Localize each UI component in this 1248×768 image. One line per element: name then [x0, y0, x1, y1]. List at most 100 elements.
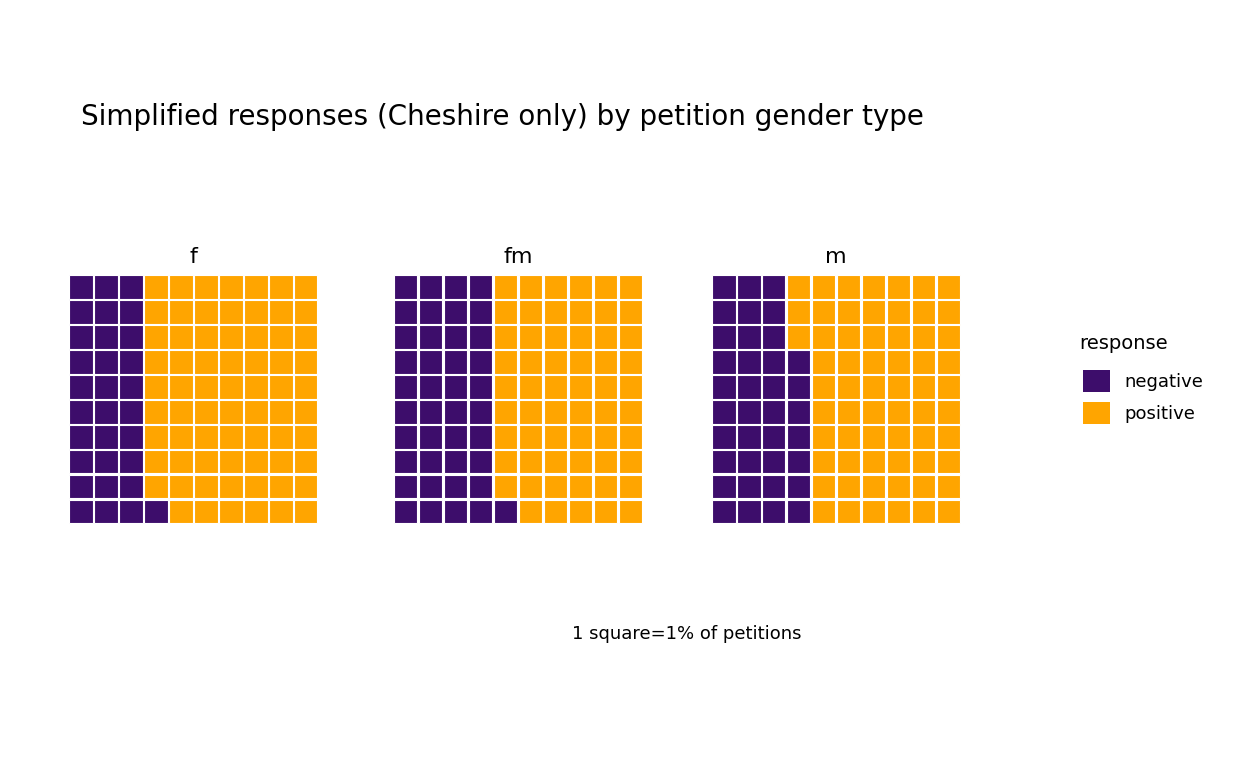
- Bar: [195, 350, 217, 374]
- Bar: [787, 300, 810, 324]
- Bar: [594, 300, 617, 324]
- Bar: [912, 400, 935, 424]
- Bar: [569, 425, 592, 449]
- Bar: [295, 450, 317, 474]
- Bar: [270, 500, 292, 524]
- Bar: [494, 375, 517, 399]
- Bar: [394, 300, 417, 324]
- Bar: [763, 300, 785, 324]
- Bar: [937, 325, 960, 349]
- Bar: [937, 425, 960, 449]
- Bar: [837, 375, 860, 399]
- Bar: [394, 350, 417, 374]
- Bar: [763, 275, 785, 299]
- Bar: [120, 325, 142, 349]
- Bar: [519, 400, 542, 424]
- Bar: [220, 500, 242, 524]
- Bar: [145, 325, 167, 349]
- Bar: [245, 450, 267, 474]
- Bar: [220, 350, 242, 374]
- Bar: [70, 500, 92, 524]
- Bar: [120, 300, 142, 324]
- Bar: [738, 400, 760, 424]
- Bar: [594, 500, 617, 524]
- Title: f: f: [190, 247, 197, 267]
- Bar: [787, 425, 810, 449]
- Bar: [569, 275, 592, 299]
- Bar: [295, 475, 317, 498]
- Bar: [594, 425, 617, 449]
- Bar: [787, 350, 810, 374]
- Bar: [544, 400, 567, 424]
- Text: response: response: [1080, 334, 1168, 353]
- Bar: [738, 475, 760, 498]
- Bar: [270, 300, 292, 324]
- Bar: [245, 425, 267, 449]
- Bar: [594, 375, 617, 399]
- Bar: [912, 375, 935, 399]
- Bar: [787, 325, 810, 349]
- Bar: [170, 450, 192, 474]
- Bar: [220, 375, 242, 399]
- Bar: [394, 375, 417, 399]
- Bar: [837, 425, 860, 449]
- Bar: [887, 450, 910, 474]
- Bar: [145, 500, 167, 524]
- Bar: [270, 275, 292, 299]
- Bar: [812, 300, 835, 324]
- Bar: [170, 275, 192, 299]
- Bar: [763, 475, 785, 498]
- Bar: [145, 400, 167, 424]
- Bar: [419, 475, 442, 498]
- Bar: [544, 350, 567, 374]
- Bar: [619, 475, 641, 498]
- Bar: [120, 350, 142, 374]
- Bar: [912, 275, 935, 299]
- Bar: [912, 325, 935, 349]
- Bar: [145, 475, 167, 498]
- Bar: [145, 350, 167, 374]
- Bar: [837, 500, 860, 524]
- Bar: [812, 400, 835, 424]
- Bar: [70, 475, 92, 498]
- Bar: [519, 425, 542, 449]
- Bar: [519, 275, 542, 299]
- Bar: [887, 375, 910, 399]
- Bar: [245, 275, 267, 299]
- Bar: [245, 350, 267, 374]
- Bar: [120, 275, 142, 299]
- Bar: [763, 450, 785, 474]
- Bar: [70, 300, 92, 324]
- Bar: [70, 425, 92, 449]
- Bar: [444, 300, 467, 324]
- Bar: [837, 450, 860, 474]
- Bar: [145, 375, 167, 399]
- Bar: [519, 450, 542, 474]
- Bar: [245, 400, 267, 424]
- Bar: [912, 300, 935, 324]
- Bar: [738, 350, 760, 374]
- Bar: [170, 375, 192, 399]
- Bar: [837, 300, 860, 324]
- Bar: [95, 500, 117, 524]
- Bar: [469, 450, 492, 474]
- Bar: [469, 275, 492, 299]
- Bar: [145, 275, 167, 299]
- Bar: [937, 475, 960, 498]
- Bar: [220, 450, 242, 474]
- Bar: [862, 275, 885, 299]
- Bar: [419, 500, 442, 524]
- Bar: [887, 475, 910, 498]
- Bar: [270, 425, 292, 449]
- Bar: [70, 400, 92, 424]
- Bar: [295, 425, 317, 449]
- Bar: [763, 400, 785, 424]
- Bar: [738, 325, 760, 349]
- Bar: [594, 450, 617, 474]
- Bar: [295, 500, 317, 524]
- Bar: [170, 300, 192, 324]
- Bar: [444, 425, 467, 449]
- Bar: [619, 350, 641, 374]
- Bar: [195, 375, 217, 399]
- Bar: [170, 325, 192, 349]
